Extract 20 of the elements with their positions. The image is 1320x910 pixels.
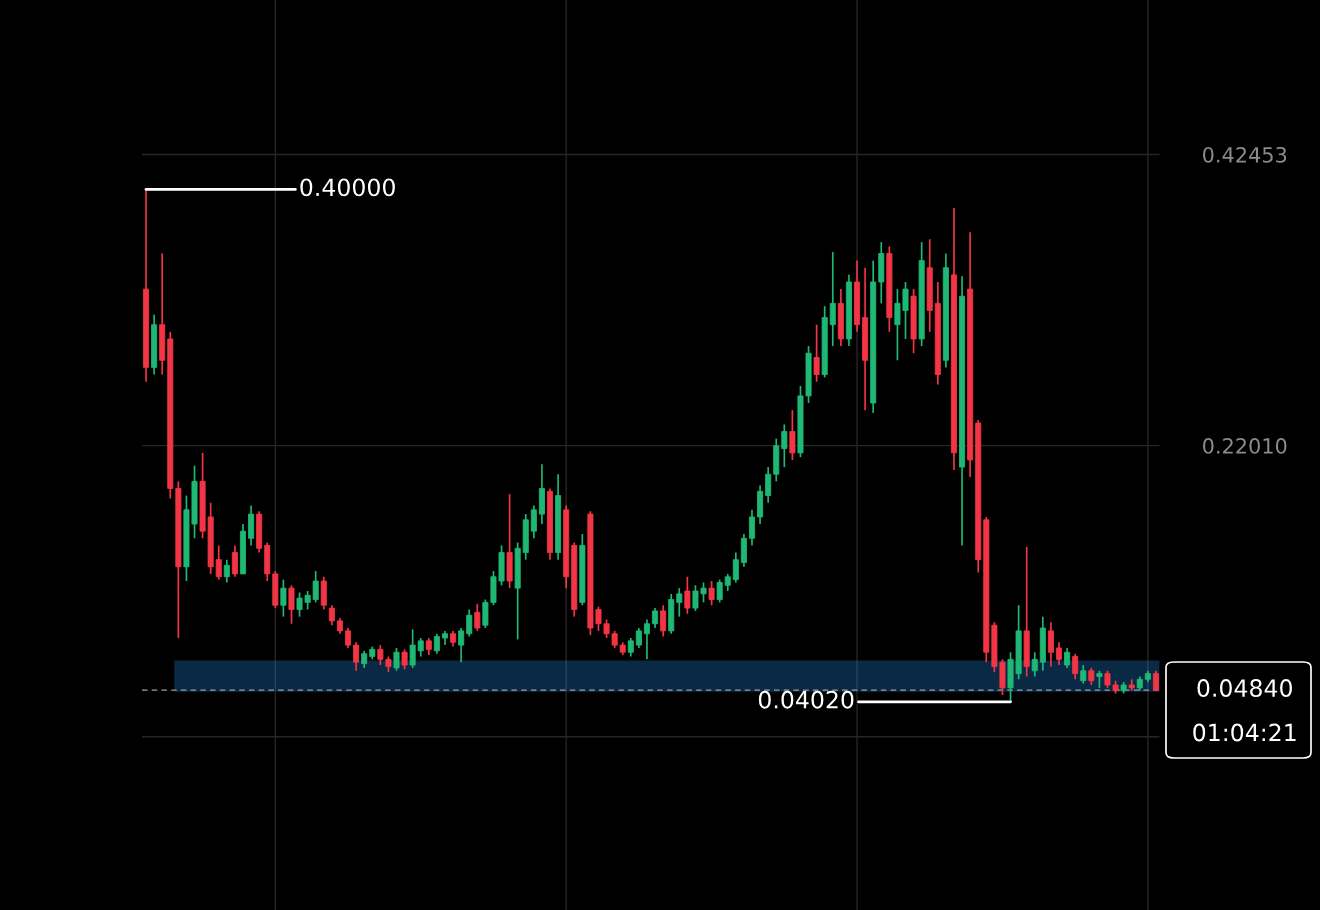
annotation: 0.40000: [300, 178, 395, 197]
candlestick: [684, 575, 691, 615]
candlestick: [918, 241, 925, 347]
text: 01:04:21: [1193, 723, 1296, 742]
candlestick: [288, 584, 295, 625]
annotation: 0.04020: [758, 690, 854, 709]
candlestick: [708, 580, 715, 607]
candlestick: [401, 648, 408, 671]
y-tick-label: 0.22010: [1203, 438, 1287, 454]
candlestick: [886, 245, 893, 333]
y-tick-label: 0.42453: [1203, 146, 1287, 163]
candlestick: [393, 647, 400, 672]
candlestick: [1128, 678, 1135, 692]
candlestick: [280, 578, 287, 618]
candlestick: [813, 323, 820, 383]
candlestick: [789, 409, 796, 461]
ref-line-label: 0.04840: [1197, 679, 1292, 697]
candlestick: [506, 493, 513, 589]
candlestick: [910, 288, 917, 355]
candlestick: [409, 628, 416, 669]
